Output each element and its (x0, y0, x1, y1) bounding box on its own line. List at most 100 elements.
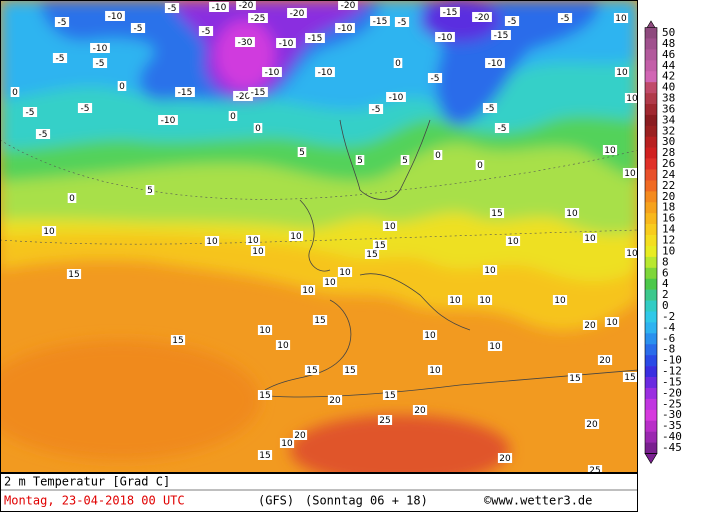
contour-label: 10 (604, 146, 616, 156)
label-box (394, 17, 410, 27)
contour-label: -5 (168, 4, 177, 14)
legend-swatch (645, 147, 657, 159)
legend-swatch (645, 420, 657, 432)
label-box (582, 320, 598, 330)
label-box (427, 73, 443, 83)
contour-label: 10 (277, 341, 289, 351)
legend-label: 20 (662, 190, 675, 203)
contour-label: -15 (178, 88, 193, 98)
legend-label: -10 (662, 354, 682, 367)
label-box (257, 325, 273, 335)
contour-label: 10 (616, 68, 628, 78)
legend-label: 44 (662, 59, 676, 72)
contour-label: -15 (251, 88, 266, 98)
label-box (250, 246, 266, 256)
contour-label: 10 (584, 234, 596, 244)
label-box (494, 123, 510, 133)
contour-label: 15 (491, 209, 502, 219)
label-box (315, 67, 335, 77)
legend-label: -35 (662, 419, 682, 432)
label-box (235, 37, 255, 47)
legend-swatch (645, 431, 657, 443)
contour-label: -5 (372, 105, 381, 115)
contour-label: -5 (81, 104, 90, 114)
label-box (262, 67, 282, 77)
label-box (482, 103, 498, 113)
contour-label: 10 (449, 296, 461, 306)
contour-label: -5 (498, 124, 507, 134)
contour-label: 10 (554, 296, 566, 306)
contour-label: 25 (379, 416, 390, 426)
legend-label: 34 (662, 113, 676, 126)
contour-label: 10 (339, 268, 351, 278)
contour-label: 10 (206, 237, 218, 247)
label-box (287, 8, 307, 18)
label-box (368, 104, 384, 114)
label-box (382, 390, 398, 400)
footer-date: Montag, 23-04-2018 00 UTC (4, 494, 185, 508)
contour-label: -25 (251, 14, 266, 24)
contour-label: 20 (329, 396, 341, 406)
legend-label: 38 (662, 92, 675, 105)
legend-swatch (645, 180, 657, 192)
label-box (198, 26, 214, 36)
legend-swatch (645, 355, 657, 367)
legend-label: 6 (662, 266, 669, 279)
contour-label: 0 (435, 151, 441, 161)
legend-label: 42 (662, 70, 675, 83)
label-box (253, 123, 263, 133)
legend-label: 10 (662, 244, 675, 257)
contour-label: -20 (341, 1, 356, 11)
legend-swatch (645, 38, 657, 50)
label-box (447, 295, 463, 305)
contour-label: -5 (56, 54, 65, 64)
contour-label: -5 (134, 24, 143, 34)
contour-label: 10 (281, 439, 293, 449)
label-box (35, 129, 51, 139)
contour-label: 15 (374, 241, 385, 251)
label-box (386, 92, 406, 102)
label-box (105, 11, 125, 21)
contour-label: 10 (424, 331, 436, 341)
contour-label: -20 (236, 92, 251, 102)
label-box (342, 365, 358, 375)
legend-label: -45 (662, 441, 682, 454)
contour-label: -5 (431, 74, 440, 84)
contour-label: -5 (26, 108, 35, 118)
legend-swatch (645, 191, 657, 203)
label-box (335, 23, 355, 33)
contour-label: -15 (373, 17, 388, 27)
legend-arrow-bottom (644, 453, 658, 465)
label-box (504, 16, 520, 26)
contour-label: -10 (438, 33, 453, 43)
legend-swatch (645, 49, 657, 61)
contour-label: -5 (96, 59, 105, 69)
contour-label: -10 (265, 68, 280, 78)
contour-label: 10 (626, 94, 638, 104)
label-box (292, 430, 308, 440)
contour-label: -10 (93, 44, 108, 54)
contour-label: 10 (615, 14, 627, 24)
contour-label: 15 (306, 366, 317, 376)
label-box (77, 103, 93, 113)
label-box (164, 3, 180, 13)
label-box (233, 91, 253, 101)
label-box (54, 17, 70, 27)
label-box (66, 269, 82, 279)
label-box (622, 372, 638, 382)
label-box (228, 111, 238, 121)
label-box (400, 155, 410, 165)
label-box (130, 23, 146, 33)
label-box (22, 107, 38, 117)
label-box (300, 285, 316, 295)
contour-label: -15 (443, 8, 458, 18)
legend-swatch (645, 387, 657, 400)
legend-swatch (645, 256, 657, 269)
label-box (67, 193, 77, 203)
legend-swatch (645, 442, 657, 454)
contour-labels: -10-5-5-10 -20-25 -20-20-15 -5-15 -20 -5 -5 10-… (10, 0, 638, 473)
contour-label: -5 (561, 14, 570, 24)
label-box (312, 315, 328, 325)
contour-label: 15 (172, 336, 183, 346)
legend-label: 46 (662, 48, 675, 61)
